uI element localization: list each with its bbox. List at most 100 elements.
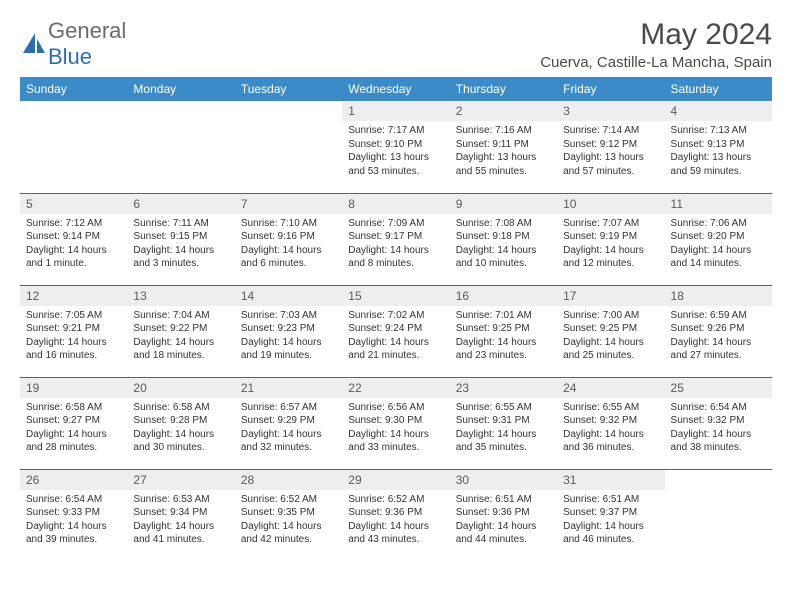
- logo-text: General Blue: [48, 18, 126, 70]
- weekday-header: Monday: [127, 77, 234, 101]
- sunset-text: Sunset: 9:21 PM: [26, 322, 121, 336]
- day-number: 15: [342, 286, 449, 306]
- sunrise-text: Sunrise: 6:55 AM: [563, 401, 658, 415]
- calendar-cell: 16Sunrise: 7:01 AMSunset: 9:25 PMDayligh…: [450, 285, 557, 377]
- day-body: Sunrise: 7:12 AMSunset: 9:14 PMDaylight:…: [20, 214, 127, 275]
- daylight-text: Daylight: 14 hours and 21 minutes.: [348, 336, 443, 363]
- sunrise-text: Sunrise: 6:51 AM: [563, 493, 658, 507]
- sunrise-text: Sunrise: 6:57 AM: [241, 401, 336, 415]
- daylight-text: Daylight: 14 hours and 41 minutes.: [133, 520, 228, 547]
- day-body: Sunrise: 7:14 AMSunset: 9:12 PMDaylight:…: [557, 121, 664, 182]
- daylight-text: Daylight: 14 hours and 30 minutes.: [133, 428, 228, 455]
- sunrise-text: Sunrise: 6:56 AM: [348, 401, 443, 415]
- calendar-cell: 1Sunrise: 7:17 AMSunset: 9:10 PMDaylight…: [342, 101, 449, 193]
- day-number: 3: [557, 101, 664, 121]
- calendar-cell: 8Sunrise: 7:09 AMSunset: 9:17 PMDaylight…: [342, 193, 449, 285]
- calendar-cell: 18Sunrise: 6:59 AMSunset: 9:26 PMDayligh…: [665, 285, 772, 377]
- daylight-text: Daylight: 14 hours and 23 minutes.: [456, 336, 551, 363]
- header: General Blue May 2024 Cuerva, Castille-L…: [20, 18, 772, 71]
- daylight-text: Daylight: 14 hours and 6 minutes.: [241, 244, 336, 271]
- calendar-cell: 19Sunrise: 6:58 AMSunset: 9:27 PMDayligh…: [20, 377, 127, 469]
- daylight-text: Daylight: 14 hours and 8 minutes.: [348, 244, 443, 271]
- day-number: 16: [450, 286, 557, 306]
- day-body: Sunrise: 6:54 AMSunset: 9:32 PMDaylight:…: [665, 398, 772, 459]
- logo: General Blue: [20, 18, 126, 70]
- sunset-text: Sunset: 9:10 PM: [348, 138, 443, 152]
- title-block: May 2024 Cuerva, Castille-La Mancha, Spa…: [540, 18, 772, 71]
- calendar-cell: 23Sunrise: 6:55 AMSunset: 9:31 PMDayligh…: [450, 377, 557, 469]
- calendar-cell: 4Sunrise: 7:13 AMSunset: 9:13 PMDaylight…: [665, 101, 772, 193]
- logo-sail-icon: [20, 31, 46, 57]
- sunrise-text: Sunrise: 6:59 AM: [671, 309, 766, 323]
- weekday-header: Friday: [557, 77, 664, 101]
- sunset-text: Sunset: 9:13 PM: [671, 138, 766, 152]
- day-body: Sunrise: 7:06 AMSunset: 9:20 PMDaylight:…: [665, 214, 772, 275]
- sunset-text: Sunset: 9:24 PM: [348, 322, 443, 336]
- calendar-cell: 11Sunrise: 7:06 AMSunset: 9:20 PMDayligh…: [665, 193, 772, 285]
- day-number: 25: [665, 378, 772, 398]
- day-number: 4: [665, 101, 772, 121]
- day-number: 14: [235, 286, 342, 306]
- day-number: 30: [450, 470, 557, 490]
- sunrise-text: Sunrise: 7:17 AM: [348, 124, 443, 138]
- day-body: Sunrise: 7:04 AMSunset: 9:22 PMDaylight:…: [127, 306, 234, 367]
- daylight-text: Daylight: 13 hours and 59 minutes.: [671, 151, 766, 178]
- sunrise-text: Sunrise: 7:09 AM: [348, 217, 443, 231]
- calendar-row: 5Sunrise: 7:12 AMSunset: 9:14 PMDaylight…: [20, 193, 772, 285]
- sunrise-text: Sunrise: 7:12 AM: [26, 217, 121, 231]
- day-body: Sunrise: 6:54 AMSunset: 9:33 PMDaylight:…: [20, 490, 127, 551]
- day-body: Sunrise: 7:00 AMSunset: 9:25 PMDaylight:…: [557, 306, 664, 367]
- sunrise-text: Sunrise: 7:11 AM: [133, 217, 228, 231]
- day-number: 13: [127, 286, 234, 306]
- calendar-cell: 13Sunrise: 7:04 AMSunset: 9:22 PMDayligh…: [127, 285, 234, 377]
- day-number: 31: [557, 470, 664, 490]
- daylight-text: Daylight: 14 hours and 28 minutes.: [26, 428, 121, 455]
- day-body: Sunrise: 6:55 AMSunset: 9:32 PMDaylight:…: [557, 398, 664, 459]
- sunset-text: Sunset: 9:31 PM: [456, 414, 551, 428]
- sunset-text: Sunset: 9:25 PM: [456, 322, 551, 336]
- calendar-cell: 31Sunrise: 6:51 AMSunset: 9:37 PMDayligh…: [557, 469, 664, 561]
- daylight-text: Daylight: 14 hours and 43 minutes.: [348, 520, 443, 547]
- day-number: 17: [557, 286, 664, 306]
- day-number: 5: [20, 194, 127, 214]
- daylight-text: Daylight: 14 hours and 32 minutes.: [241, 428, 336, 455]
- day-body: Sunrise: 7:08 AMSunset: 9:18 PMDaylight:…: [450, 214, 557, 275]
- sunrise-text: Sunrise: 7:16 AM: [456, 124, 551, 138]
- calendar-cell: 25Sunrise: 6:54 AMSunset: 9:32 PMDayligh…: [665, 377, 772, 469]
- weekday-header: Sunday: [20, 77, 127, 101]
- day-body: Sunrise: 6:59 AMSunset: 9:26 PMDaylight:…: [665, 306, 772, 367]
- sunset-text: Sunset: 9:26 PM: [671, 322, 766, 336]
- calendar-row: 12Sunrise: 7:05 AMSunset: 9:21 PMDayligh…: [20, 285, 772, 377]
- day-number: 24: [557, 378, 664, 398]
- day-number: 20: [127, 378, 234, 398]
- sunset-text: Sunset: 9:25 PM: [563, 322, 658, 336]
- day-number: 8: [342, 194, 449, 214]
- day-body: Sunrise: 6:58 AMSunset: 9:28 PMDaylight:…: [127, 398, 234, 459]
- sunset-text: Sunset: 9:23 PM: [241, 322, 336, 336]
- sunset-text: Sunset: 9:28 PM: [133, 414, 228, 428]
- calendar-cell: 7Sunrise: 7:10 AMSunset: 9:16 PMDaylight…: [235, 193, 342, 285]
- day-body: Sunrise: 7:05 AMSunset: 9:21 PMDaylight:…: [20, 306, 127, 367]
- day-body: Sunrise: 7:09 AMSunset: 9:17 PMDaylight:…: [342, 214, 449, 275]
- sunset-text: Sunset: 9:36 PM: [456, 506, 551, 520]
- calendar-cell: 15Sunrise: 7:02 AMSunset: 9:24 PMDayligh…: [342, 285, 449, 377]
- daylight-text: Daylight: 14 hours and 3 minutes.: [133, 244, 228, 271]
- calendar-row: 19Sunrise: 6:58 AMSunset: 9:27 PMDayligh…: [20, 377, 772, 469]
- calendar-cell: 26Sunrise: 6:54 AMSunset: 9:33 PMDayligh…: [20, 469, 127, 561]
- calendar-row: 1Sunrise: 7:17 AMSunset: 9:10 PMDaylight…: [20, 101, 772, 193]
- calendar-cell: [665, 469, 772, 561]
- daylight-text: Daylight: 14 hours and 19 minutes.: [241, 336, 336, 363]
- sunset-text: Sunset: 9:35 PM: [241, 506, 336, 520]
- weekday-header: Saturday: [665, 77, 772, 101]
- day-body: Sunrise: 7:02 AMSunset: 9:24 PMDaylight:…: [342, 306, 449, 367]
- daylight-text: Daylight: 13 hours and 57 minutes.: [563, 151, 658, 178]
- sunset-text: Sunset: 9:32 PM: [563, 414, 658, 428]
- sunset-text: Sunset: 9:15 PM: [133, 230, 228, 244]
- month-title: May 2024: [540, 18, 772, 52]
- calendar-cell: 21Sunrise: 6:57 AMSunset: 9:29 PMDayligh…: [235, 377, 342, 469]
- calendar-row: 26Sunrise: 6:54 AMSunset: 9:33 PMDayligh…: [20, 469, 772, 561]
- sunrise-text: Sunrise: 7:08 AM: [456, 217, 551, 231]
- day-body: Sunrise: 6:56 AMSunset: 9:30 PMDaylight:…: [342, 398, 449, 459]
- day-number: 18: [665, 286, 772, 306]
- sunrise-text: Sunrise: 7:10 AM: [241, 217, 336, 231]
